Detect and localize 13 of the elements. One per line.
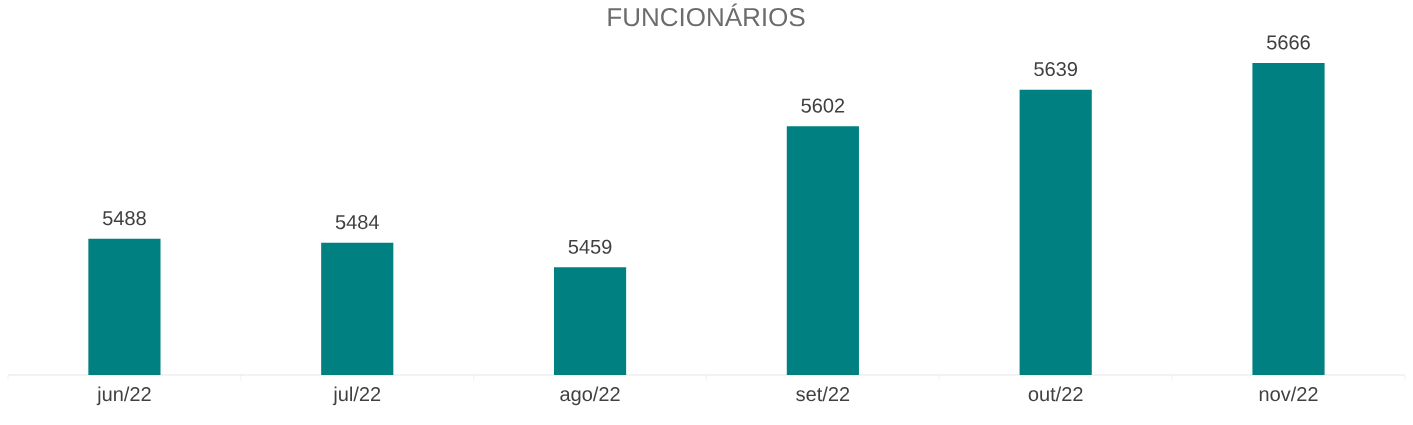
data-label: 5639 (1034, 61, 1077, 77)
x-tick-label: jul/22 (332, 386, 381, 406)
x-tick-label: ago/22 (560, 386, 620, 406)
chart-title: FUNCIONÁRIOS (608, 3, 805, 27)
data-label: 5602 (801, 98, 845, 113)
x-tick-label: out/22 (1028, 386, 1083, 402)
data-label: 5459 (568, 239, 612, 254)
data-label: 5666 (1267, 35, 1310, 50)
data-label: 5484 (335, 215, 379, 230)
data-label: 5488 (102, 211, 146, 226)
x-tick-label: nov/22 (1259, 386, 1318, 402)
x-tick-label: set/22 (796, 386, 850, 402)
x-tick-label: jun/22 (96, 386, 151, 406)
